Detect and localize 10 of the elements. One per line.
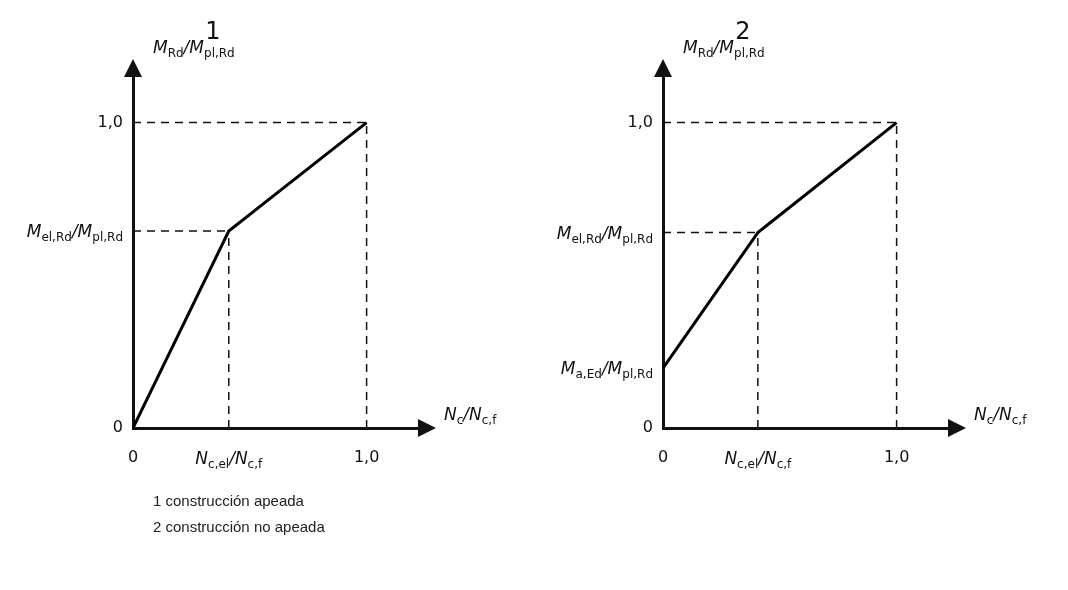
y-tick-label: 1,0 bbox=[627, 111, 653, 131]
text: 2 construcción no apeada bbox=[153, 517, 326, 537]
y-tick-label: 1,0 bbox=[97, 111, 123, 131]
y-tick-label: 0 bbox=[642, 417, 653, 437]
x-tick-label: 0 bbox=[657, 447, 669, 467]
x-tick-label: 1,0 bbox=[353, 447, 380, 467]
y-tick-label: 0 bbox=[112, 417, 123, 437]
text: 1 construcción apeada bbox=[153, 491, 305, 511]
x-tick-label: 0 bbox=[127, 447, 139, 467]
x-tick-label: 1,0 bbox=[883, 447, 910, 467]
